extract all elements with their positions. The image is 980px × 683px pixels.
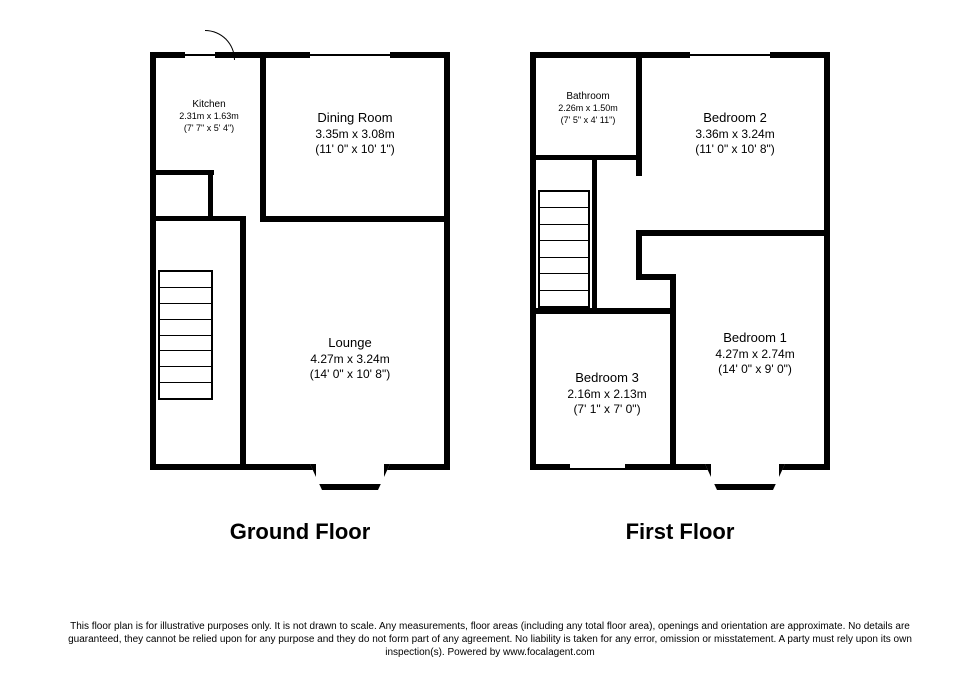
wall [636, 230, 830, 236]
wall [260, 216, 450, 222]
room-dims-m: 2.31m x 1.63m [164, 111, 254, 123]
room-dims-m: 2.26m x 1.50m [542, 103, 634, 115]
wall [534, 308, 674, 314]
wall [240, 216, 246, 468]
room-dims-m: 3.36m x 3.24m [660, 127, 810, 143]
room-name: Bedroom 3 [548, 370, 666, 387]
room-name: Lounge [270, 335, 430, 352]
window-line [690, 54, 770, 56]
wall [592, 160, 597, 310]
room-dims-m: 4.27m x 2.74m [685, 347, 825, 363]
room-dims-ft: (7' 1" x 7' 0") [548, 402, 666, 418]
label-bedroom1: Bedroom 1 4.27m x 2.74m (14' 0" x 9' 0") [685, 330, 825, 378]
window-line [570, 468, 625, 470]
label-bedroom2: Bedroom 2 3.36m x 3.24m (11' 0" x 10' 8"… [660, 110, 810, 158]
label-kitchen: Kitchen 2.31m x 1.63m (7' 7" x 5' 4") [164, 98, 254, 134]
ground-floor-title: Ground Floor [150, 519, 450, 545]
label-dining: Dining Room 3.35m x 3.08m (11' 0" x 10' … [280, 110, 430, 158]
plan-container: Kitchen 2.31m x 1.63m (7' 7" x 5' 4") Di… [0, 40, 980, 580]
room-dims-ft: (11' 0" x 10' 8") [660, 142, 810, 158]
room-name: Bathroom [542, 90, 634, 103]
wall [534, 155, 640, 160]
ground-floor: Kitchen 2.31m x 1.63m (7' 7" x 5' 4") Di… [150, 40, 450, 500]
first-floor-title: First Floor [530, 519, 830, 545]
room-dims-ft: (11' 0" x 10' 1") [280, 142, 430, 158]
wall [208, 170, 213, 218]
wall [636, 230, 642, 278]
label-bedroom3: Bedroom 3 2.16m x 2.13m (7' 1" x 7' 0") [548, 370, 666, 418]
label-lounge: Lounge 4.27m x 3.24m (14' 0" x 10' 8") [270, 335, 430, 383]
door [205, 30, 235, 60]
stairs-ground [158, 270, 213, 400]
first-floor: Bathroom 2.26m x 1.50m (7' 5" x 4' 11") … [530, 40, 830, 500]
wall [260, 56, 266, 216]
room-name: Bedroom 2 [660, 110, 810, 127]
wall [154, 170, 214, 175]
label-bathroom: Bathroom 2.26m x 1.50m (7' 5" x 4' 11") [542, 90, 634, 126]
bay-window [310, 464, 390, 490]
room-dims-ft: (14' 0" x 10' 8") [270, 367, 430, 383]
room-dims-ft: (14' 0" x 9' 0") [685, 362, 825, 378]
room-name: Kitchen [164, 98, 254, 111]
stairs-first [538, 190, 590, 308]
room-dims-m: 2.16m x 2.13m [548, 387, 666, 403]
wall [636, 274, 676, 280]
room-name: Dining Room [280, 110, 430, 127]
bay-window [705, 464, 785, 490]
room-dims-m: 4.27m x 3.24m [270, 352, 430, 368]
room-dims-ft: (7' 7" x 5' 4") [164, 123, 254, 135]
disclaimer-text: This floor plan is for illustrative purp… [60, 620, 920, 659]
room-dims-ft: (7' 5" x 4' 11") [542, 115, 634, 127]
room-name: Bedroom 1 [685, 330, 825, 347]
room-dims-m: 3.35m x 3.08m [280, 127, 430, 143]
wall [670, 274, 676, 470]
window-line [310, 54, 390, 56]
wall [154, 216, 244, 221]
